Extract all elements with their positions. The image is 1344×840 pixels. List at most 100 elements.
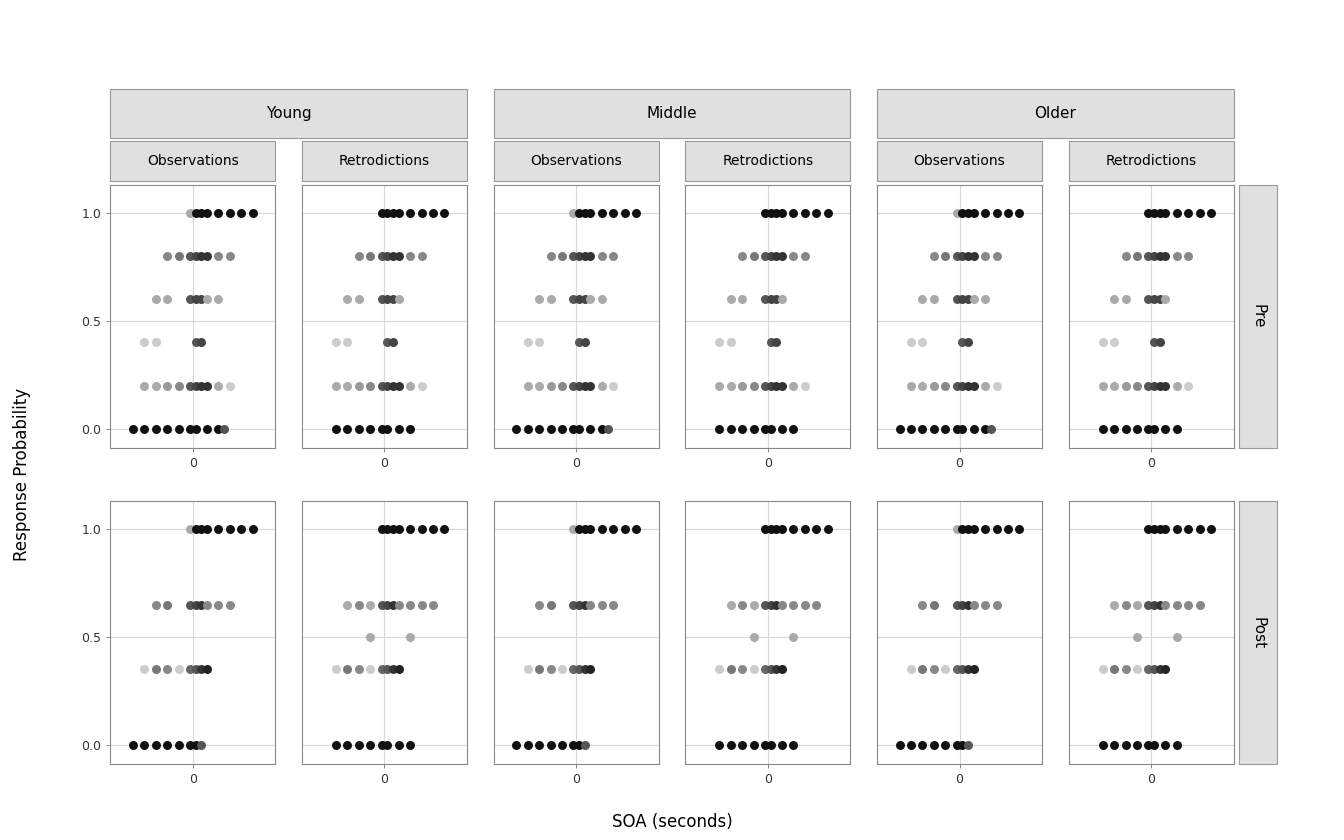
Point (145, 379, 167, 392)
Point (231, 522, 253, 536)
Point (422, 206, 444, 219)
Point (133, 663, 155, 676)
Point (771, 292, 793, 306)
Point (563, 738, 585, 752)
Point (1144, 206, 1165, 219)
Text: SOA (seconds): SOA (seconds) (612, 812, 732, 831)
Point (208, 292, 230, 306)
Point (1137, 422, 1159, 435)
Point (411, 522, 433, 536)
Point (743, 663, 765, 676)
Point (528, 663, 550, 676)
Point (782, 206, 804, 219)
Point (348, 598, 370, 612)
Point (731, 663, 753, 676)
Point (771, 738, 793, 752)
Point (399, 630, 421, 643)
Point (957, 522, 978, 536)
Point (434, 522, 456, 536)
Point (602, 598, 624, 612)
Point (591, 249, 613, 263)
Point (923, 292, 945, 306)
Point (946, 379, 968, 392)
Point (708, 379, 730, 392)
Point (766, 598, 788, 612)
Point (196, 663, 218, 676)
Point (591, 598, 613, 612)
Point (1154, 522, 1176, 536)
Point (219, 249, 241, 263)
Text: Older: Older (1035, 106, 1077, 121)
Point (388, 206, 410, 219)
Point (422, 598, 444, 612)
Point (952, 522, 973, 536)
Point (1189, 598, 1211, 612)
Point (782, 422, 804, 435)
Point (579, 249, 601, 263)
Point (708, 663, 730, 676)
Point (191, 738, 212, 752)
Point (359, 738, 380, 752)
Point (591, 522, 613, 536)
Point (754, 522, 775, 536)
Point (952, 663, 973, 676)
Point (771, 379, 793, 392)
Point (759, 206, 781, 219)
Point (952, 292, 973, 306)
Point (754, 598, 775, 612)
Point (540, 379, 562, 392)
Point (505, 738, 527, 752)
Point (179, 249, 200, 263)
Point (934, 379, 956, 392)
Point (766, 292, 788, 306)
Point (156, 598, 177, 612)
Point (569, 738, 590, 752)
Point (720, 598, 742, 612)
Point (743, 738, 765, 752)
Point (805, 522, 827, 536)
Point (196, 379, 218, 392)
Point (1126, 630, 1148, 643)
Point (1144, 738, 1165, 752)
Point (964, 522, 985, 536)
Point (1154, 422, 1176, 435)
Point (754, 738, 775, 752)
Point (563, 206, 585, 219)
Point (337, 292, 359, 306)
Point (168, 422, 190, 435)
Text: Retrodictions: Retrodictions (339, 155, 430, 168)
Point (614, 206, 636, 219)
Point (957, 249, 978, 263)
Point (957, 598, 978, 612)
Text: Middle: Middle (646, 106, 698, 121)
Point (946, 422, 968, 435)
Point (348, 249, 370, 263)
Point (1114, 598, 1136, 612)
Point (1177, 522, 1199, 536)
Point (591, 422, 613, 435)
Point (1114, 738, 1136, 752)
Point (1144, 336, 1165, 349)
Point (1137, 292, 1159, 306)
Point (517, 663, 539, 676)
Point (1177, 249, 1199, 263)
Point (540, 249, 562, 263)
Point (382, 663, 403, 676)
Point (411, 206, 433, 219)
Point (974, 249, 996, 263)
Point (528, 598, 550, 612)
Point (602, 379, 624, 392)
Point (185, 206, 207, 219)
Point (1167, 738, 1188, 752)
Point (399, 522, 421, 536)
Point (900, 663, 922, 676)
Point (817, 206, 839, 219)
Point (1144, 522, 1165, 536)
Point (946, 249, 968, 263)
Point (934, 663, 956, 676)
Point (551, 249, 573, 263)
Point (1177, 206, 1199, 219)
Point (957, 379, 978, 392)
Point (168, 379, 190, 392)
Point (1144, 598, 1165, 612)
